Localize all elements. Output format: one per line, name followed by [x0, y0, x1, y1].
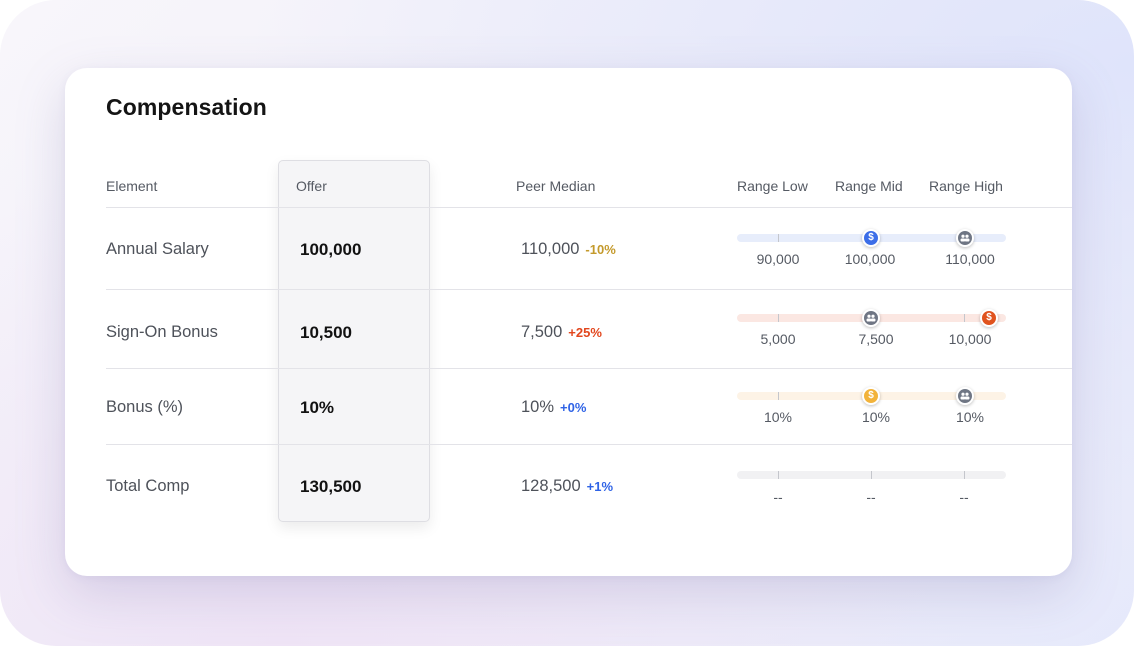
peers-icon[interactable]: [956, 387, 974, 405]
row-divider: [106, 444, 1072, 445]
row-offer-value: 10,500: [300, 323, 352, 342]
row-element-label: Sign-On Bonus: [106, 323, 218, 341]
range-tick-high: [964, 471, 965, 479]
dollar-icon[interactable]: $: [862, 229, 880, 247]
range-low-value: 10%: [763, 409, 793, 425]
range-mid-value: 7,500: [858, 331, 894, 347]
range-track: $: [737, 229, 1006, 247]
range-mid-value: 10%: [861, 409, 891, 425]
range-tick-low: [778, 471, 779, 479]
offer-column-highlight: [278, 160, 430, 522]
row-peer-median: 128,500 +1%: [521, 477, 613, 496]
range-tick-high: [964, 314, 965, 322]
range-tick-low: [778, 234, 779, 242]
row-divider: [106, 207, 1072, 208]
range-low-value: --: [773, 489, 783, 505]
range-mid-value: --: [866, 489, 876, 505]
range-track: [737, 471, 1006, 479]
peer-median-value: 128,500: [521, 477, 581, 495]
range-tick-low: [778, 314, 779, 322]
peer-median-value: 110,000: [521, 240, 580, 258]
header-element: Element: [106, 178, 158, 194]
range-track: $: [737, 309, 1006, 327]
row-offer-value: 10%: [300, 398, 335, 417]
header-range-high: Range High: [929, 178, 1003, 194]
header-range-mid: Range Mid: [835, 178, 903, 194]
row-element-label: Bonus (%): [106, 398, 184, 416]
range-tick-mid: [871, 471, 872, 479]
peer-median-value: 7,500: [521, 323, 563, 341]
range-low-value: 90,000: [756, 251, 800, 267]
peer-median-value: 10%: [521, 398, 555, 416]
row-peer-median: 110,000 -10%: [521, 240, 616, 259]
peer-delta-badge: +1%: [586, 479, 614, 494]
peer-delta-badge: +0%: [560, 400, 587, 415]
range-high-value: 10,000: [948, 331, 992, 347]
card-title: Compensation: [106, 94, 267, 120]
row-divider: [106, 368, 1072, 369]
row-element-label: Total Comp: [106, 477, 190, 495]
peer-delta-badge: +25%: [568, 325, 602, 340]
range-track: $: [737, 387, 1006, 405]
row-peer-median: 10% +0%: [521, 398, 586, 417]
peer-delta-badge: -10%: [585, 242, 616, 257]
dollar-icon[interactable]: $: [980, 309, 998, 327]
range-tick-low: [778, 392, 779, 400]
header-range-low: Range Low: [737, 178, 808, 194]
peers-icon[interactable]: [956, 229, 974, 247]
peers-icon[interactable]: [862, 309, 880, 327]
compensation-card: Compensation Element Offer Peer Median R…: [65, 68, 1072, 576]
row-peer-median: 7,500 +25%: [521, 323, 602, 342]
range-high-value: --: [959, 489, 969, 505]
row-divider: [106, 289, 1072, 290]
header-offer: Offer: [296, 178, 327, 194]
header-peer-median: Peer Median: [516, 178, 596, 194]
row-offer-value: 130,500: [300, 477, 362, 496]
range-mid-value: 100,000: [844, 251, 896, 267]
dollar-icon[interactable]: $: [862, 387, 880, 405]
range-high-value: 10%: [955, 409, 985, 425]
range-low-value: 5,000: [760, 331, 796, 347]
row-element-label: Annual Salary: [106, 240, 209, 258]
row-offer-value: 100,000: [300, 240, 362, 259]
range-high-value: 110,000: [945, 251, 995, 267]
